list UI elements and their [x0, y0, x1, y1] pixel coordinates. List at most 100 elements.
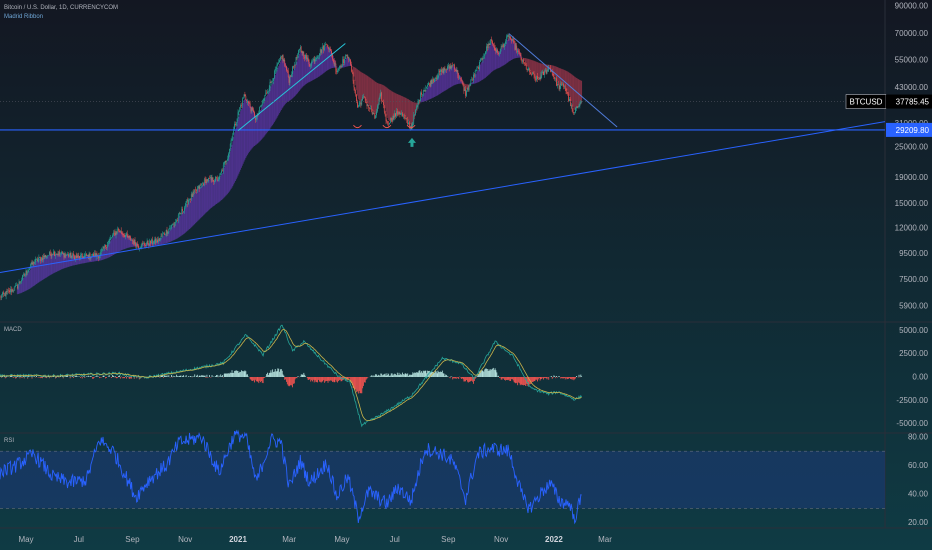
- macd-panel[interactable]: MACD: [0, 324, 583, 428]
- candle-body: [526, 69, 528, 70]
- macd-histogram-bar: [134, 376, 136, 377]
- candle-body: [10, 289, 12, 293]
- time-axis[interactable]: May Jul Sep Nov 2021 Mar May Jul Sep Nov 2022 Mar: [18, 535, 612, 544]
- candle-body: [116, 231, 118, 233]
- candle-body: [174, 222, 176, 225]
- candle-body: [473, 74, 475, 77]
- macd-histogram-bar: [487, 371, 489, 377]
- candle-body: [6, 291, 8, 292]
- candle-body: [454, 69, 456, 71]
- candle-body: [158, 238, 160, 241]
- macd-histogram-bar: [65, 376, 67, 377]
- candle-body: [280, 57, 281, 60]
- macd-histogram-bar: [372, 375, 374, 377]
- candle-body: [107, 244, 108, 248]
- price-axis[interactable]: 90000.0070000.0055000.0043000.0031000.00…: [895, 2, 929, 528]
- candle-body: [325, 44, 327, 45]
- rsi-panel[interactable]: RSI: [0, 429, 885, 525]
- macd-histogram-bar: [495, 370, 497, 377]
- candle-body: [564, 86, 565, 87]
- macd-histogram-bar: [542, 377, 544, 378]
- candle-body: [244, 94, 246, 97]
- candle-body: [44, 255, 46, 258]
- candle-body: [381, 92, 382, 102]
- candle-body: [126, 233, 127, 236]
- macd-histogram-bar: [412, 372, 414, 377]
- candle-body: [333, 60, 335, 65]
- macd-histogram-bar: [499, 377, 501, 378]
- candle-body: [302, 51, 304, 54]
- candle-body: [351, 64, 352, 72]
- candle-body: [137, 243, 138, 246]
- candle-body: [435, 78, 436, 79]
- candle-body: [519, 52, 521, 56]
- candle-body: [546, 71, 548, 74]
- candle-body: [424, 90, 426, 91]
- macd-histogram-bar: [83, 375, 85, 377]
- macd-histogram-bar: [87, 375, 89, 377]
- candle-body: [490, 39, 492, 44]
- price-labels: BTCUSD 37785.45 29209.80: [845, 94, 932, 137]
- macd-histogram-bar: [434, 372, 435, 377]
- macd-histogram-bar: [445, 374, 447, 377]
- candle-body: [519, 51, 520, 53]
- macd-histogram-bar: [73, 377, 75, 378]
- candle-body: [328, 47, 330, 50]
- macd-histogram-bar: [471, 377, 473, 381]
- candle-body: [569, 99, 570, 101]
- macd-histogram-bar: [403, 374, 405, 377]
- macd-histogram-bar: [326, 377, 328, 381]
- candle-body: [538, 78, 540, 80]
- candle-body: [510, 36, 511, 40]
- macd-histogram-bar: [102, 375, 104, 377]
- candle-body: [86, 254, 87, 256]
- candle-body: [203, 179, 205, 186]
- candle-body: [113, 232, 115, 234]
- last-price-box: [886, 94, 932, 109]
- macd-histogram-bar: [480, 370, 481, 377]
- macd-histogram-bar: [309, 377, 311, 380]
- macd-histogram-bar: [213, 376, 215, 377]
- macd-histogram-bar: [306, 377, 308, 379]
- candle-body: [94, 253, 96, 257]
- candle-body: [535, 77, 537, 81]
- candle-body: [167, 232, 169, 234]
- candle-body: [396, 111, 397, 117]
- candle-body: [10, 289, 11, 293]
- macd-histogram-bar: [449, 377, 451, 379]
- candle-body: [423, 90, 425, 92]
- macd-histogram-bar: [532, 377, 534, 383]
- candle-body: [487, 44, 489, 48]
- candle-body: [300, 47, 302, 51]
- macd-histogram-bar: [491, 369, 493, 377]
- candle-body: [180, 213, 182, 214]
- candle-body: [11, 289, 13, 293]
- candle-body: [131, 240, 132, 241]
- candle-body: [100, 250, 102, 253]
- price-panel[interactable]: Bitcoin / U.S. Dollar, 1D, CURRENCYCOM M…: [0, 0, 932, 529]
- macd-histogram-bar: [70, 376, 72, 377]
- macd-histogram-bar: [286, 377, 288, 385]
- candle-body: [281, 55, 283, 58]
- candle-body: [512, 39, 514, 41]
- macd-histogram-bar: [370, 376, 371, 377]
- macd-histogram-bar: [394, 373, 396, 377]
- candle-body: [78, 255, 80, 257]
- macd-histogram-bar: [322, 377, 324, 382]
- candle-body: [504, 43, 505, 48]
- candle-body: [127, 235, 129, 238]
- candle-body: [201, 184, 202, 186]
- macd-histogram-bar: [323, 377, 325, 380]
- macd-histogram-bar: [117, 377, 119, 378]
- candle-body: [295, 57, 297, 65]
- candle-body: [100, 252, 101, 256]
- macd-histogram-bar: [361, 377, 363, 394]
- macd-histogram-bar: [130, 377, 132, 379]
- candle-body: [373, 112, 375, 114]
- macd-histogram-bar: [430, 372, 432, 377]
- macd-histogram-bar: [355, 377, 357, 390]
- candle-body: [240, 105, 241, 108]
- macd-histogram-bar: [330, 377, 332, 381]
- macd-histogram-bar: [316, 377, 318, 383]
- candle-body: [448, 65, 449, 67]
